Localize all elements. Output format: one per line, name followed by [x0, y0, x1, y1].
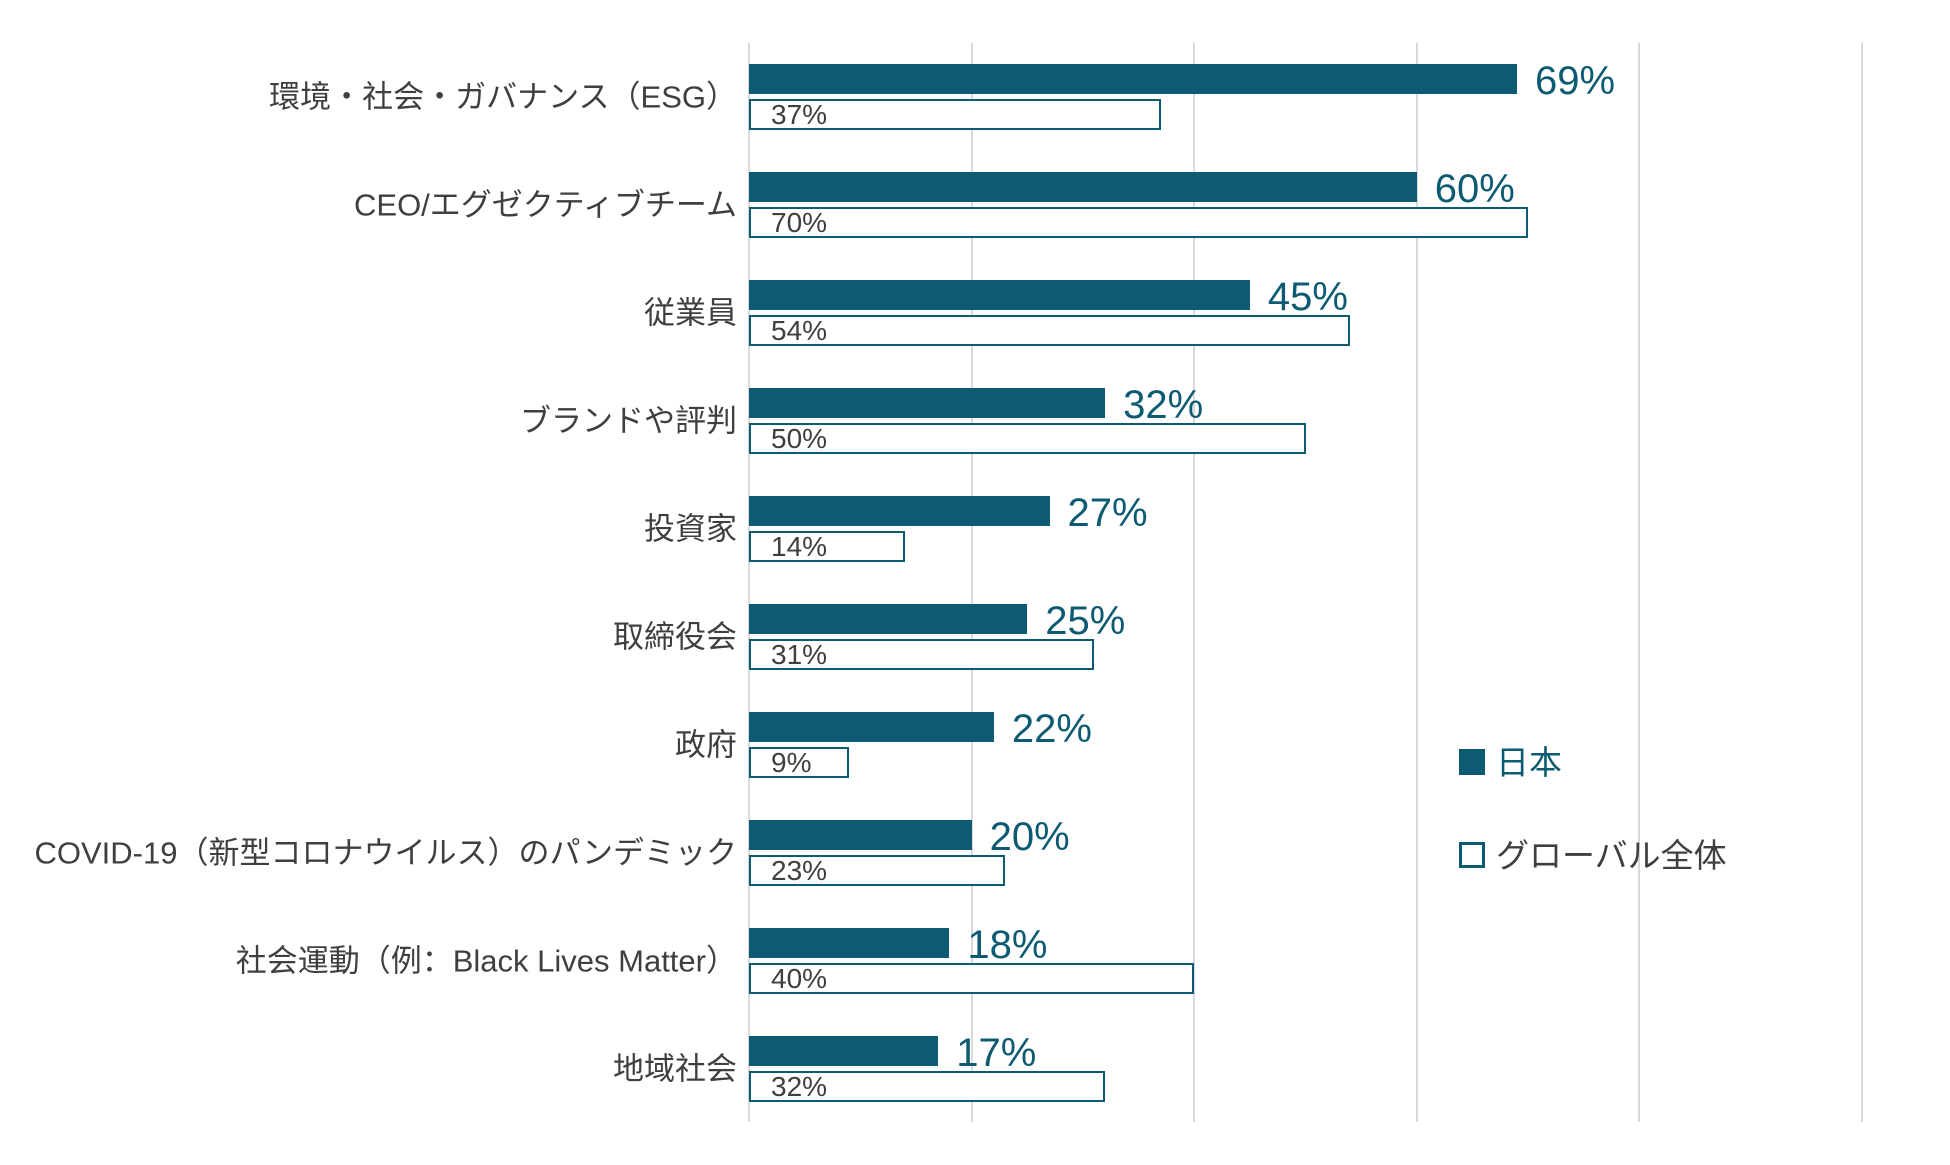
japan-filled-square-icon	[1459, 749, 1485, 775]
japan-bar	[749, 820, 972, 850]
global-bar: 50%	[749, 423, 1306, 454]
category-label: ブランドや評判	[520, 403, 737, 439]
global-value-label: 14%	[771, 530, 828, 562]
category-label: 取締役会	[613, 619, 737, 655]
legend-label-japan: 日本	[1496, 743, 1562, 781]
japan-value-label: 27%	[1067, 490, 1148, 535]
japan-value-label: 20%	[989, 814, 1070, 859]
category-label: CEO/エグゼクティブチーム	[354, 187, 737, 223]
global-outline-square-icon	[1459, 842, 1485, 868]
global-value-label: 37%	[771, 98, 828, 130]
category-label: 地域社会	[613, 1051, 737, 1087]
gridline-60pct	[1415, 43, 1418, 1122]
japan-value-label: 69%	[1534, 58, 1616, 103]
japan-value-label: 18%	[967, 922, 1048, 967]
category-label: 政府	[675, 727, 737, 763]
global-value-label: 9%	[771, 746, 812, 778]
japan-bar	[749, 496, 1050, 526]
legend-item-global: グローバル全体	[1459, 829, 1727, 881]
category-label: 環境・社会・ガバナンス（ESG）	[269, 79, 737, 115]
japan-bar	[749, 604, 1028, 634]
legend-label-global: グローバル全体	[1496, 836, 1727, 874]
global-bar: 70%	[749, 206, 1529, 238]
global-bar: 9%	[749, 746, 850, 778]
japan-bar	[749, 1036, 939, 1066]
japan-value-label: 22%	[1011, 706, 1092, 751]
global-bar: 14%	[749, 531, 905, 562]
japan-value-label: 32%	[1123, 382, 1204, 427]
category-label: 投資家	[644, 511, 737, 547]
japan-bar	[749, 388, 1106, 418]
category-label: COVID-19（新型コロナウイルス）のパンデミック	[34, 835, 737, 871]
global-bar: 32%	[749, 1070, 1106, 1102]
global-bar: 37%	[749, 99, 1161, 130]
gridline-0pct	[748, 43, 750, 1122]
gridline-80pct	[1638, 43, 1641, 1122]
global-value-label: 54%	[771, 314, 828, 346]
global-bar: 40%	[749, 962, 1195, 994]
global-value-label: 23%	[771, 854, 828, 886]
category-label: 社会運動（例：Black Lives Matter）	[235, 943, 737, 979]
global-bar: 31%	[749, 638, 1095, 670]
global-value-label: 40%	[771, 962, 828, 994]
japan-bar	[749, 280, 1250, 310]
japan-value-label: 25%	[1045, 598, 1126, 643]
global-value-label: 31%	[771, 638, 828, 670]
global-value-label: 50%	[771, 422, 828, 454]
legend-item-japan: 日本	[1459, 736, 1562, 788]
japan-bar	[749, 928, 950, 958]
gridline-20pct	[970, 43, 973, 1122]
gridline-100pct	[1861, 43, 1863, 1122]
japan-value-label: 45%	[1267, 274, 1348, 319]
category-label: 従業員	[644, 295, 737, 331]
japan-bar	[749, 64, 1517, 94]
japan-value-label: 60%	[1434, 166, 1515, 211]
japan-bar	[749, 172, 1417, 202]
japan-bar	[749, 712, 994, 742]
global-value-label: 32%	[771, 1070, 828, 1102]
global-bar: 23%	[749, 855, 1005, 886]
gridline-40pct	[1193, 43, 1196, 1122]
global-value-label: 70%	[771, 206, 828, 238]
global-bar: 54%	[749, 314, 1351, 346]
japan-value-label: 17%	[956, 1030, 1037, 1075]
